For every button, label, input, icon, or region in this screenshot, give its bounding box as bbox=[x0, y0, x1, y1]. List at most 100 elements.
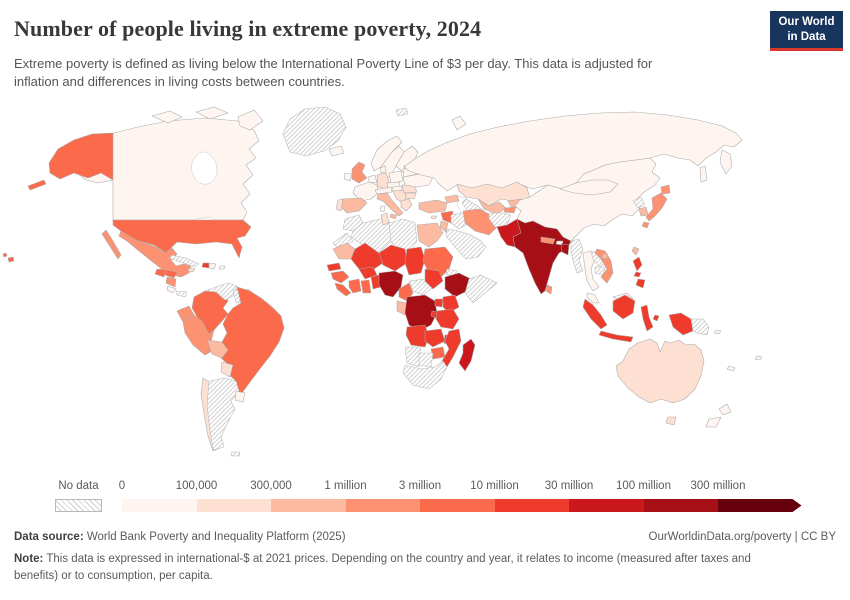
country-tajikistan[interactable] bbox=[503, 206, 517, 214]
country-indonesia-moluccas[interactable] bbox=[652, 314, 660, 322]
country-levant[interactable] bbox=[439, 220, 449, 233]
country-japan-kyushu[interactable] bbox=[641, 221, 650, 229]
country-denmark[interactable] bbox=[379, 165, 387, 174]
country-nepal[interactable] bbox=[540, 236, 556, 245]
country-tanzania[interactable] bbox=[435, 308, 460, 330]
owid-logo[interactable]: Our World in Data bbox=[770, 11, 843, 51]
country-dr-congo[interactable] bbox=[404, 294, 438, 332]
country-guatemala[interactable] bbox=[154, 268, 167, 278]
country-mozambique[interactable] bbox=[441, 328, 462, 368]
legend-band[interactable] bbox=[122, 499, 197, 512]
country-solomon-islands[interactable] bbox=[713, 329, 722, 335]
country-new-zealand-south[interactable] bbox=[705, 416, 722, 428]
country-taiwan[interactable] bbox=[631, 246, 640, 256]
country-bulgaria[interactable] bbox=[404, 192, 417, 200]
country-botswana[interactable] bbox=[418, 352, 434, 368]
country-portugal[interactable] bbox=[335, 198, 344, 212]
country-chad[interactable] bbox=[404, 246, 426, 276]
legend-band[interactable] bbox=[420, 499, 495, 512]
legend-band[interactable] bbox=[271, 499, 346, 512]
country-cuba[interactable] bbox=[168, 254, 200, 268]
country-indonesia-kalimantan[interactable] bbox=[612, 294, 636, 320]
country-iran[interactable] bbox=[462, 208, 498, 236]
country-south-korea[interactable] bbox=[638, 206, 649, 217]
country-namibia[interactable] bbox=[404, 346, 422, 368]
country-costa-rica[interactable] bbox=[166, 285, 177, 294]
legend-band[interactable] bbox=[569, 499, 644, 512]
country-novaya-zemlya[interactable] bbox=[451, 115, 467, 131]
country-svalbard[interactable] bbox=[395, 107, 409, 117]
country-ireland[interactable] bbox=[343, 172, 353, 182]
country-mexico[interactable] bbox=[118, 230, 192, 278]
country-guinea[interactable] bbox=[330, 270, 350, 284]
country-angola[interactable] bbox=[405, 324, 430, 348]
country-sierra-leone-liberia[interactable] bbox=[334, 282, 352, 297]
country-spain[interactable] bbox=[339, 197, 368, 214]
country-sardinia[interactable] bbox=[379, 205, 386, 213]
legend-band[interactable] bbox=[494, 499, 569, 512]
legend-band[interactable] bbox=[643, 499, 718, 512]
country-sakhalin[interactable] bbox=[699, 165, 708, 183]
country-kamchatka[interactable] bbox=[719, 149, 733, 175]
country-honduras[interactable] bbox=[164, 269, 178, 279]
country-tasmania[interactable] bbox=[665, 416, 677, 426]
country-libya[interactable] bbox=[388, 218, 418, 254]
license-link[interactable]: OurWorldinData.org/poverty | CC BY bbox=[648, 531, 836, 543]
country-greenland[interactable] bbox=[282, 106, 347, 157]
country-sicily[interactable] bbox=[389, 213, 398, 220]
country-philippines-mindanao[interactable] bbox=[635, 278, 646, 289]
country-uruguay[interactable] bbox=[234, 390, 246, 403]
country-argentina[interactable] bbox=[206, 377, 240, 451]
country-alaska[interactable] bbox=[48, 132, 114, 181]
country-senegal[interactable] bbox=[326, 262, 342, 272]
country-south-sudan[interactable] bbox=[424, 268, 444, 290]
country-austria-switzerland[interactable] bbox=[374, 186, 393, 195]
country-philippines-visayas[interactable] bbox=[633, 271, 642, 278]
country-panama[interactable] bbox=[175, 290, 188, 298]
country-dominican-republic[interactable] bbox=[208, 262, 217, 270]
country-mongolia[interactable] bbox=[559, 179, 619, 196]
country-baja-california[interactable] bbox=[101, 229, 122, 260]
country-philippines-luzon[interactable] bbox=[632, 256, 643, 272]
country-fiji[interactable] bbox=[754, 355, 763, 361]
country-somalia[interactable] bbox=[464, 274, 498, 304]
world-choropleth-map[interactable] bbox=[0, 95, 850, 475]
country-kenya[interactable] bbox=[442, 294, 460, 314]
country-canadian-arctic[interactable] bbox=[151, 106, 264, 131]
country-caucasus[interactable] bbox=[444, 194, 460, 204]
country-gabon-congo[interactable] bbox=[396, 300, 408, 316]
country-hawaii[interactable] bbox=[2, 252, 15, 263]
country-aleutian-islands[interactable] bbox=[27, 179, 47, 191]
country-malaysia[interactable] bbox=[586, 292, 600, 304]
country-sri-lanka[interactable] bbox=[545, 284, 553, 295]
country-bangladesh[interactable] bbox=[560, 243, 570, 256]
country-japan-hokkaido[interactable] bbox=[660, 184, 671, 195]
country-south-africa[interactable] bbox=[402, 360, 448, 390]
country-greece[interactable] bbox=[400, 198, 413, 212]
country-india[interactable] bbox=[512, 218, 572, 295]
country-bolivia[interactable] bbox=[206, 339, 229, 359]
country-benelux[interactable] bbox=[367, 174, 378, 184]
country-north-korea[interactable] bbox=[632, 196, 646, 209]
country-jamaica[interactable] bbox=[187, 267, 196, 273]
country-falkland-islands[interactable] bbox=[230, 451, 241, 457]
country-vietnam[interactable] bbox=[594, 248, 614, 284]
country-indonesia-sumatra[interactable] bbox=[582, 298, 608, 330]
country-puerto-rico[interactable] bbox=[218, 265, 226, 270]
country-zambia[interactable] bbox=[424, 328, 446, 348]
country-haiti[interactable] bbox=[201, 262, 210, 269]
country-indonesia-sulawesi[interactable] bbox=[640, 304, 654, 332]
country-myanmar[interactable] bbox=[570, 238, 584, 274]
country-new-caledonia[interactable] bbox=[726, 365, 736, 372]
legend-band[interactable] bbox=[718, 499, 802, 512]
country-madagascar[interactable] bbox=[458, 338, 476, 372]
country-italy[interactable] bbox=[376, 192, 404, 217]
country-hainan[interactable] bbox=[601, 253, 609, 260]
country-burkina-faso[interactable] bbox=[358, 266, 378, 280]
country-indonesia-papua[interactable] bbox=[668, 312, 694, 336]
country-united-kingdom[interactable] bbox=[351, 161, 368, 184]
country-ivory-coast[interactable] bbox=[348, 278, 362, 294]
country-nigeria[interactable] bbox=[378, 270, 404, 298]
country-nicaragua[interactable] bbox=[165, 276, 177, 288]
legend-no-data-swatch[interactable] bbox=[55, 499, 102, 512]
